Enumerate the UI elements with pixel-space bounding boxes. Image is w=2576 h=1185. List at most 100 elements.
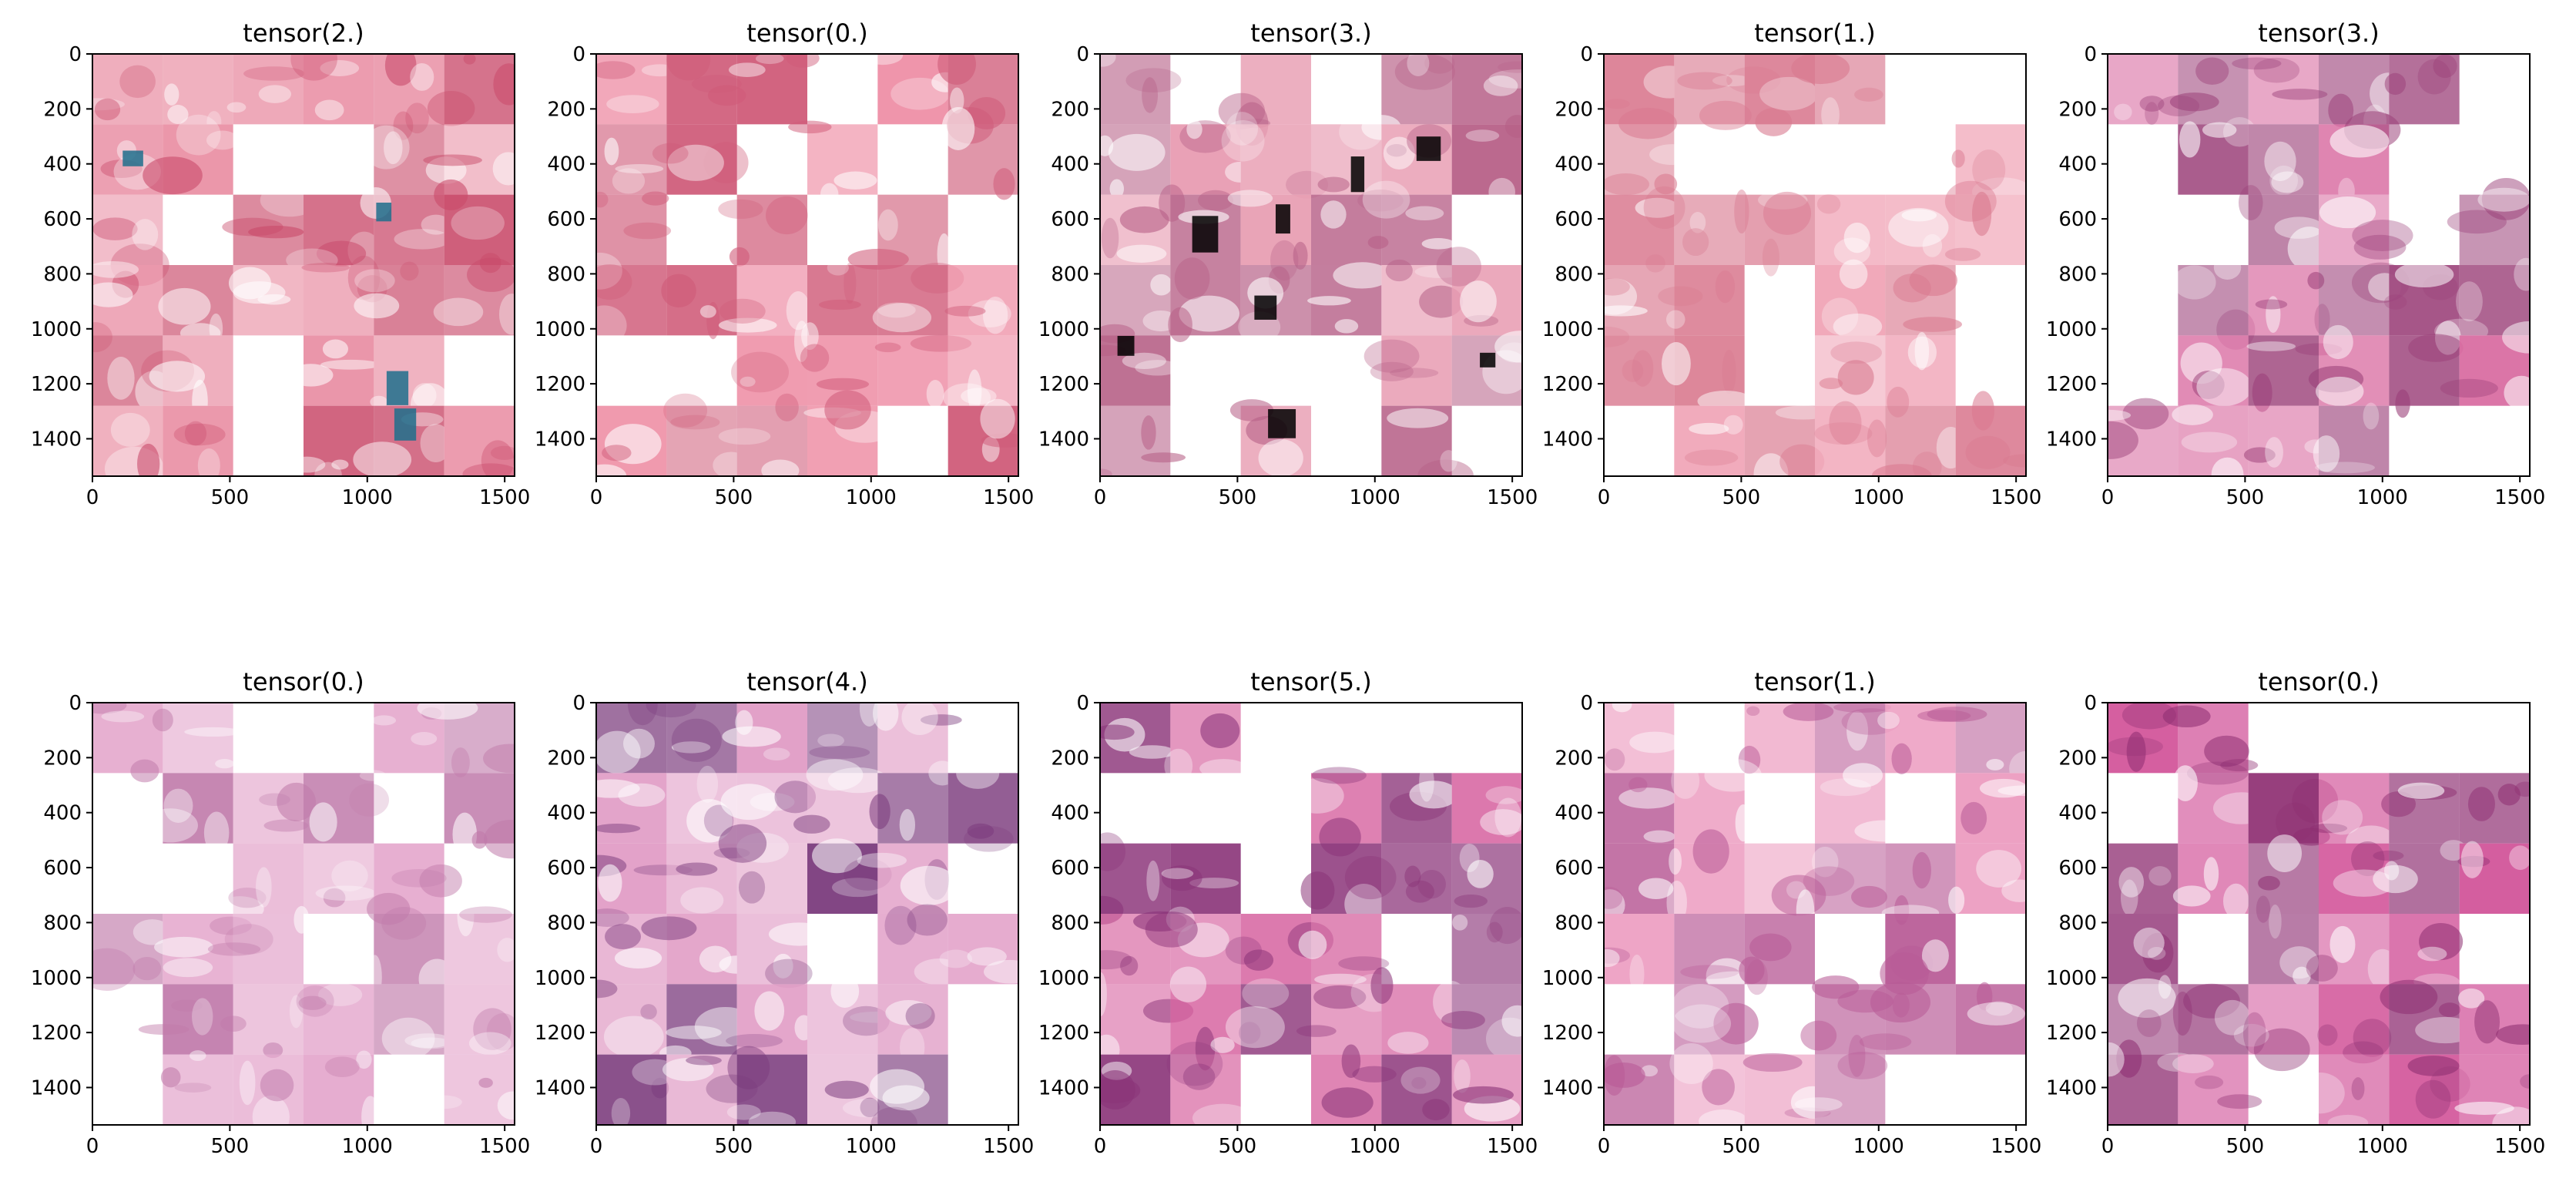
- tissue-texture: [748, 1111, 797, 1125]
- tissue-texture: [160, 1067, 181, 1088]
- tissue-texture: [900, 865, 958, 905]
- x-tick-label: 500: [1722, 1135, 1761, 1158]
- tissue-texture: [417, 703, 478, 720]
- tissue-texture: [718, 824, 767, 863]
- tissue-texture: [941, 106, 975, 150]
- tissue-texture: [324, 1056, 360, 1077]
- x-tick-label: 500: [1219, 1135, 1257, 1158]
- y-tick-label: 600: [547, 857, 585, 880]
- tissue-texture: [1891, 743, 1912, 774]
- tissue-texture: [720, 784, 777, 821]
- tissue-texture: [984, 959, 1018, 984]
- tissue-texture: [666, 54, 711, 81]
- tissue-texture: [806, 759, 864, 791]
- tissue-texture: [433, 297, 484, 327]
- x-tick-label: 0: [2101, 486, 2115, 509]
- tissue-texture: [356, 1050, 372, 1069]
- tissue-texture: [411, 732, 438, 746]
- tissue-texture: [2172, 765, 2198, 801]
- tissue-texture: [1494, 797, 1522, 838]
- y-tick-label: 1400: [2046, 1076, 2097, 1099]
- tissue-texture: [2504, 375, 2530, 410]
- y-tick-label: 0: [1580, 692, 1593, 715]
- tissue-texture: [349, 783, 390, 817]
- tissue-texture: [1629, 731, 1681, 754]
- tissue-texture: [1454, 1059, 1471, 1093]
- tissue-texture: [1488, 69, 1522, 89]
- x-tick-label: 1500: [2494, 1135, 2545, 1158]
- tissue-texture: [1421, 238, 1455, 250]
- tissue-texture: [1485, 786, 1522, 804]
- tissue-texture: [1370, 361, 1414, 381]
- y-tick-label: 1000: [2046, 318, 2097, 341]
- tissue-texture: [2279, 946, 2319, 979]
- tissue-tile: [1240, 984, 1311, 1055]
- tissue-texture: [1762, 238, 1779, 277]
- tissue-texture: [167, 105, 189, 124]
- tissue-texture: [420, 424, 452, 462]
- tissue-texture: [2419, 922, 2464, 961]
- tissue-texture: [2139, 96, 2165, 112]
- tissue-texture: [775, 393, 799, 421]
- tissue-texture: [2295, 1073, 2345, 1114]
- tissue-texture: [605, 924, 641, 950]
- tissue-texture: [1604, 326, 1630, 347]
- tissue-tile: [163, 1054, 233, 1125]
- tissue-texture: [451, 747, 470, 778]
- tissue-tile: [666, 124, 737, 195]
- y-tick-label: 1200: [31, 1022, 82, 1045]
- tissue-texture: [1116, 244, 1167, 263]
- y-tick-label: 800: [43, 911, 82, 935]
- tissue-texture: [2271, 171, 2304, 193]
- tissue-texture: [718, 428, 771, 445]
- tissue-tile: [948, 265, 1018, 336]
- tissue-texture: [2306, 955, 2338, 982]
- tissue-texture: [1671, 762, 1700, 799]
- tissue-texture: [920, 714, 962, 726]
- tissue-texture: [2222, 883, 2249, 919]
- tissue-texture: [138, 1024, 190, 1036]
- tissue-texture: [1221, 119, 1265, 162]
- x-tick-label: 0: [2101, 1135, 2115, 1158]
- tissue-texture: [2116, 1039, 2142, 1078]
- tissue-texture: [2496, 1024, 2530, 1046]
- tissue-texture: [1833, 313, 1883, 340]
- tile-mosaic: [1604, 54, 2026, 476]
- tissue-texture: [722, 726, 781, 747]
- tissue-texture: [2408, 334, 2464, 362]
- tissue-texture: [1816, 194, 1841, 214]
- tissue-texture: [1921, 939, 1949, 972]
- tissue-texture: [2438, 1002, 2461, 1017]
- panel-title: tensor(3.): [2258, 18, 2379, 48]
- tissue-texture: [2351, 1077, 2365, 1100]
- tissue-texture: [184, 421, 207, 446]
- tissue-texture: [1837, 1052, 1888, 1079]
- tissue-texture: [1210, 1036, 1235, 1053]
- tissue-tile: [1311, 194, 1382, 265]
- tissue-texture: [1488, 177, 1515, 206]
- tissue-tile: [1604, 265, 1675, 336]
- x-tick-label: 500: [211, 1135, 250, 1158]
- tissue-tile: [1604, 843, 1675, 914]
- tissue-texture: [1387, 408, 1449, 428]
- tile-mosaic: [1100, 703, 1522, 1125]
- tissue-texture: [1951, 149, 1965, 168]
- tissue-texture: [359, 770, 387, 781]
- tissue-texture: [1135, 360, 1180, 376]
- tissue-texture: [1229, 399, 1274, 421]
- tissue-texture: [740, 376, 756, 388]
- tissue-texture: [1870, 982, 1931, 1023]
- tissue-texture: [189, 1050, 206, 1061]
- tissue-texture: [498, 294, 515, 335]
- tissue-tile: [2108, 914, 2179, 985]
- tissue-texture: [766, 196, 808, 235]
- y-tick-label: 1000: [1038, 967, 1089, 990]
- tissue-texture: [1746, 706, 1760, 717]
- tissue-texture: [354, 269, 395, 293]
- tissue-tile: [1815, 405, 1886, 476]
- y-tick-label: 1000: [1038, 318, 1089, 341]
- tissue-texture: [1665, 310, 1685, 329]
- tissue-texture: [2266, 296, 2281, 333]
- tissue-tile: [163, 773, 233, 844]
- y-tick-label: 1400: [535, 428, 585, 451]
